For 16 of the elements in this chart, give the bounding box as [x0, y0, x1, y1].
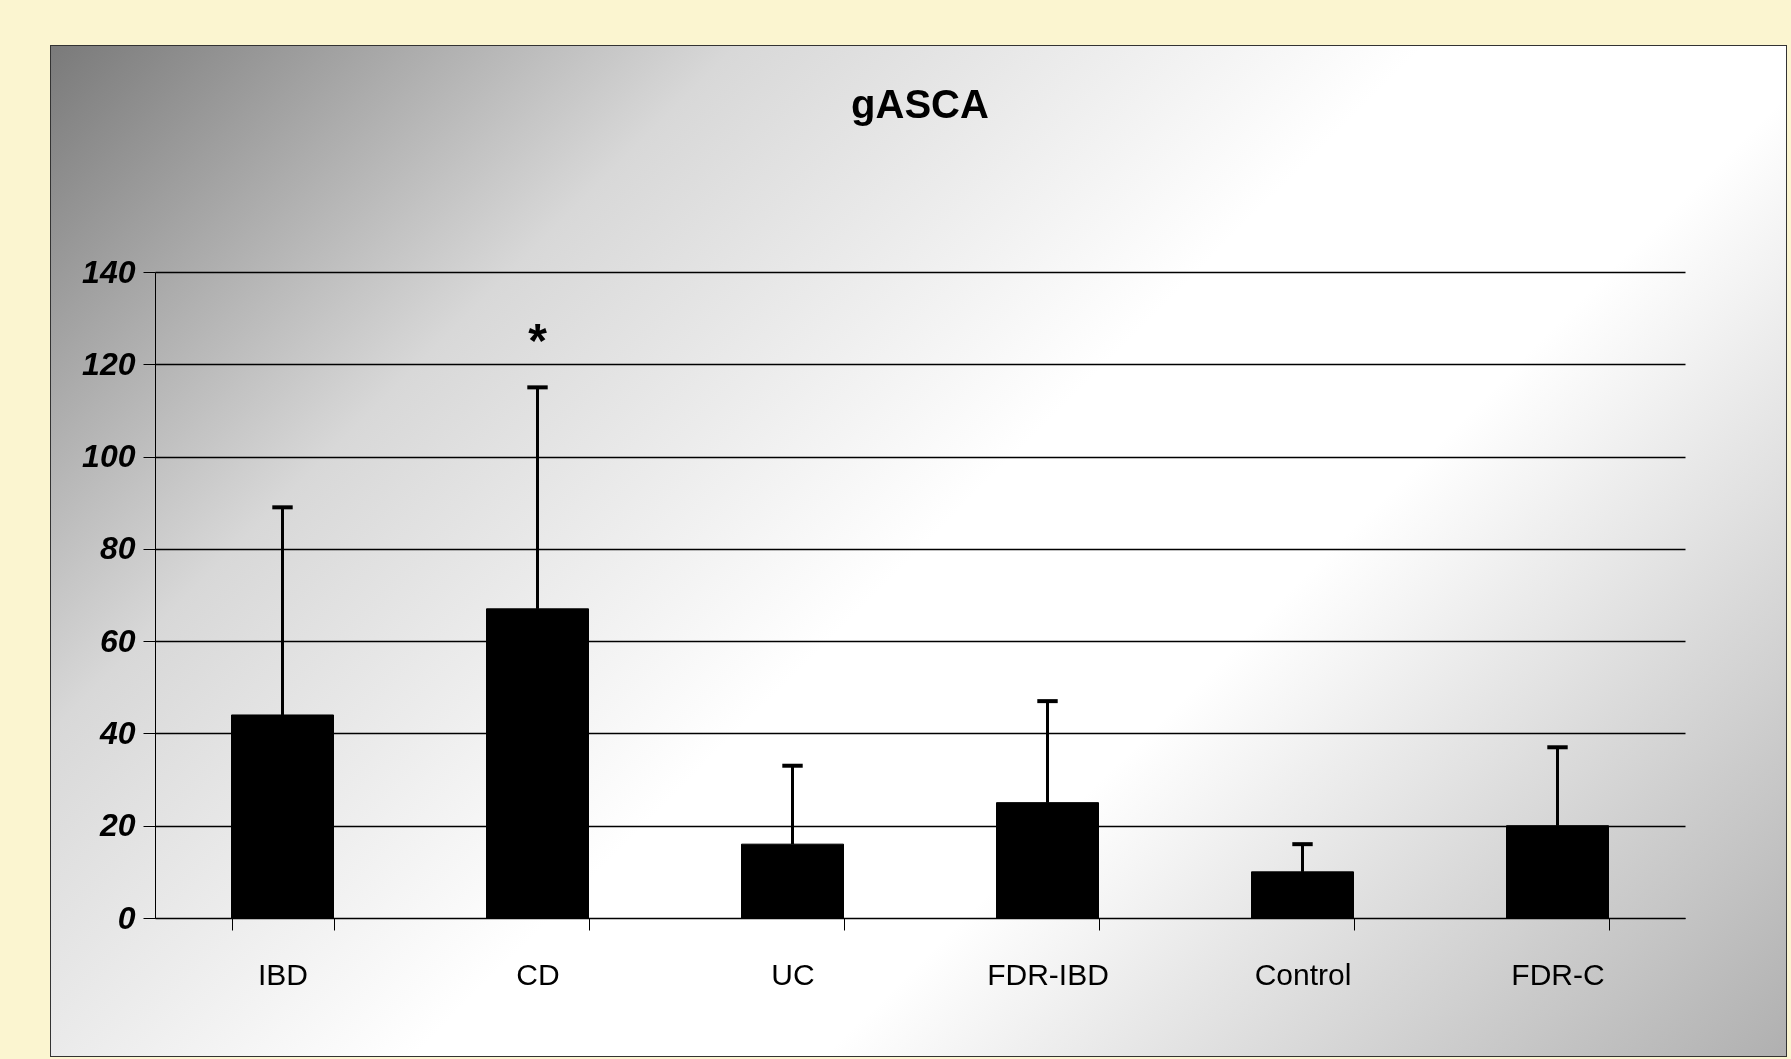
y-tick-label: 140	[82, 253, 136, 290]
x-tick-label: FDR-IBD	[987, 957, 1109, 991]
x-tick-label: IBD	[257, 957, 309, 991]
y-tick-label: 0	[117, 899, 136, 936]
x-tick-label: CD	[516, 957, 560, 991]
x-tick-label: Control	[1254, 957, 1352, 991]
chart-title: gASCA	[851, 82, 989, 126]
y-tick-label: 80	[99, 530, 136, 567]
x-tick-label: FDR-C	[1511, 957, 1605, 991]
y-tick-label: 100	[82, 438, 136, 475]
y-tick-label: 120	[82, 345, 136, 382]
y-tick-label: 20	[98, 807, 136, 844]
y-tick-label: 60	[99, 622, 136, 659]
annotation: *	[528, 314, 548, 368]
y-tick-label: 40	[98, 714, 136, 751]
x-tick-label: UC	[771, 957, 815, 991]
